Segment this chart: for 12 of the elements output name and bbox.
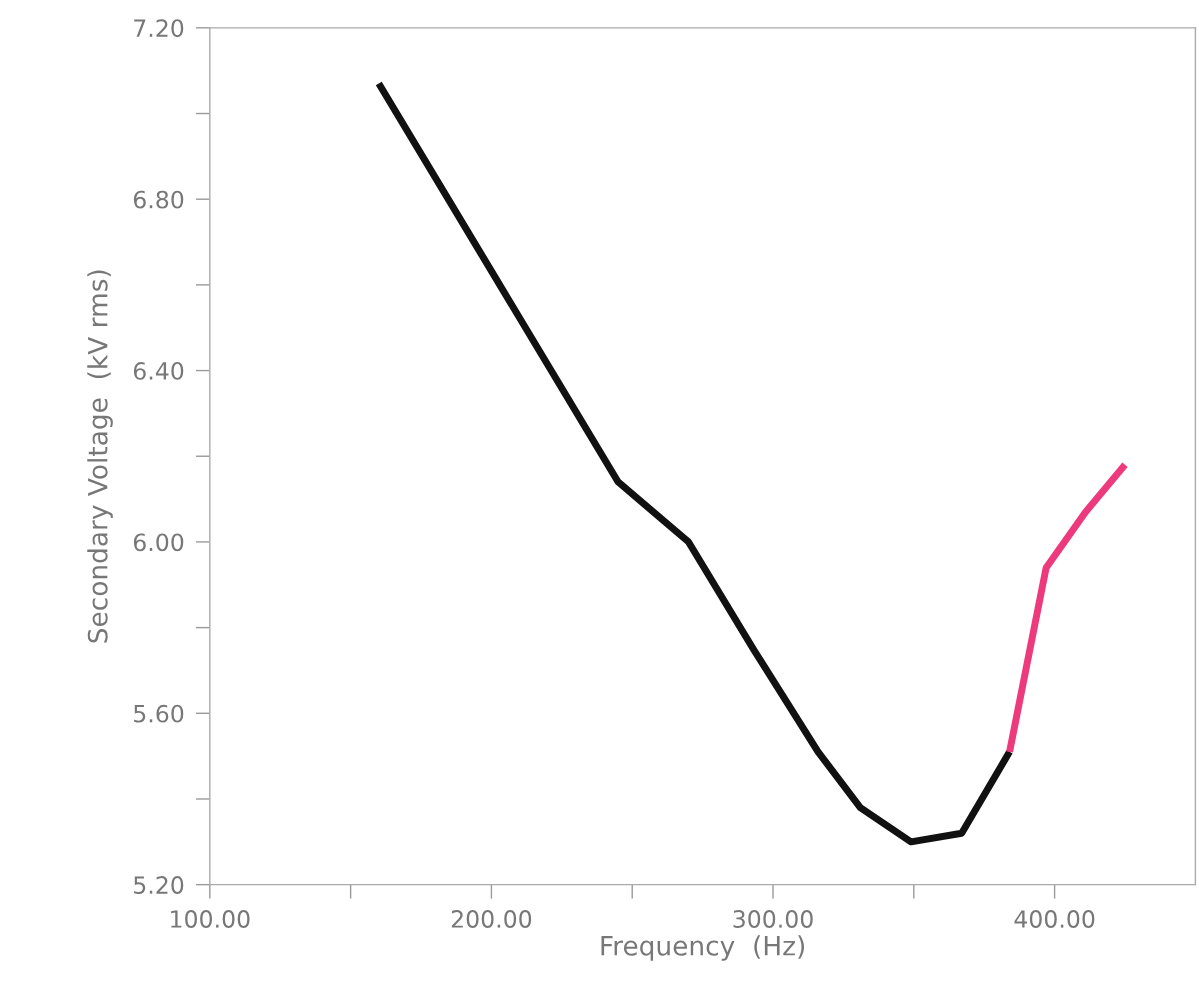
x-tick-label: 400.00: [1014, 910, 1095, 928]
x-tick-label: 200.00: [451, 910, 532, 928]
x-tick-label: 100.00: [171, 910, 250, 928]
y-tick-label: 5.20: [134, 876, 184, 894]
y-axis-title: Secondary Voltage (kV rms): [87, 270, 113, 643]
x-axis-title: Frequency (Hz): [601, 935, 805, 961]
y-tick-label: 6.40: [133, 362, 184, 380]
y-tick-label: 5.60: [134, 704, 184, 723]
y-tick-label: 6.80: [133, 190, 184, 209]
y-tick-label: 6.00: [133, 533, 184, 552]
y-tick-label: 7.20: [134, 19, 184, 38]
x-tick-label: 300.00: [733, 910, 813, 928]
